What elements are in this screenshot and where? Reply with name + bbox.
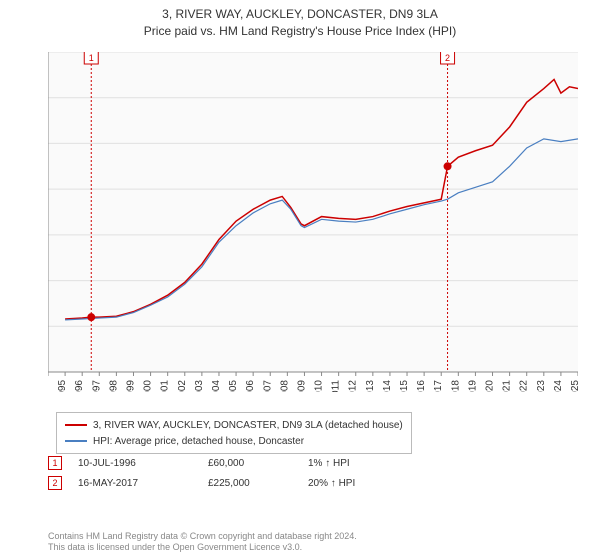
x-tick-label: 2002 xyxy=(177,380,188,392)
x-tick-label: 2012 xyxy=(348,380,359,392)
chart-area: £0£50K£100K£150K£200K£250K£300K£350K1994… xyxy=(48,52,578,372)
x-tick-label: 2015 xyxy=(399,380,410,392)
x-tick-label: 2025 xyxy=(570,380,578,392)
legend-label: HPI: Average price, detached house, Donc… xyxy=(93,436,304,447)
chart-svg: £0£50K£100K£150K£200K£250K£300K£350K1994… xyxy=(48,52,578,392)
x-tick-label: 2016 xyxy=(416,380,427,392)
x-tick-label: 2024 xyxy=(553,380,564,392)
x-tick-label: 1994 xyxy=(48,380,51,392)
legend-swatch xyxy=(65,424,87,426)
chart-titles: 3, RIVER WAY, AUCKLEY, DONCASTER, DN9 3L… xyxy=(0,0,600,40)
legend-swatch xyxy=(65,440,87,442)
x-tick-label: 2008 xyxy=(279,380,290,392)
x-tick-label: 2000 xyxy=(143,380,154,392)
event-row: 2 16-MAY-2017£225,00020% ↑ HPI xyxy=(48,476,408,496)
disclaimer-line2: This data is licensed under the Open Gov… xyxy=(48,542,357,554)
x-tick-label: 2018 xyxy=(450,380,461,392)
event-price: £225,000 xyxy=(208,478,308,489)
chart-container: { "title": { "line1": "3, RIVER WAY, AUC… xyxy=(0,0,600,560)
x-tick-label: 2017 xyxy=(433,380,444,392)
x-tick-label: 2010 xyxy=(314,380,325,392)
x-tick-label: 2009 xyxy=(296,380,307,392)
x-tick-label: 2014 xyxy=(382,380,393,392)
x-tick-label: 1997 xyxy=(91,380,102,392)
x-tick-label: 2001 xyxy=(160,380,171,392)
event-num-badge: 1 xyxy=(48,456,62,470)
event-pct: 1% ↑ HPI xyxy=(308,458,408,469)
x-tick-label: 2022 xyxy=(519,380,530,392)
x-tick-label: 2011 xyxy=(331,380,342,392)
event-dot xyxy=(87,313,95,321)
event-num-cell: 2 xyxy=(48,476,78,490)
x-tick-label: 2023 xyxy=(536,380,547,392)
event-price: £60,000 xyxy=(208,458,308,469)
legend: 3, RIVER WAY, AUCKLEY, DONCASTER, DN9 3L… xyxy=(56,412,412,454)
x-tick-label: 2019 xyxy=(467,380,478,392)
x-tick-label: 2013 xyxy=(365,380,376,392)
x-tick-label: 2004 xyxy=(211,380,222,392)
x-tick-label: 2005 xyxy=(228,380,239,392)
x-tick-label: 1998 xyxy=(108,380,119,392)
plot-background xyxy=(48,52,578,372)
legend-label: 3, RIVER WAY, AUCKLEY, DONCASTER, DN9 3L… xyxy=(93,420,403,431)
disclaimer-line1: Contains HM Land Registry data © Crown c… xyxy=(48,531,357,543)
title-address: 3, RIVER WAY, AUCKLEY, DONCASTER, DN9 3L… xyxy=(0,6,600,23)
event-row: 1 10-JUL-1996£60,0001% ↑ HPI xyxy=(48,456,408,476)
event-num-cell: 1 xyxy=(48,456,78,470)
x-tick-label: 1995 xyxy=(57,380,68,392)
x-tick-label: 2020 xyxy=(485,380,496,392)
event-dot xyxy=(444,162,452,170)
x-tick-label: 2007 xyxy=(262,380,273,392)
event-marker-number: 2 xyxy=(445,53,450,63)
x-tick-label: 1999 xyxy=(125,380,136,392)
disclaimer: Contains HM Land Registry data © Crown c… xyxy=(48,531,357,554)
x-tick-label: 2003 xyxy=(194,380,205,392)
title-subtitle: Price paid vs. HM Land Registry's House … xyxy=(0,23,600,40)
x-tick-label: 1996 xyxy=(74,380,85,392)
legend-item: 3, RIVER WAY, AUCKLEY, DONCASTER, DN9 3L… xyxy=(65,417,403,433)
event-marker-number: 1 xyxy=(89,53,94,63)
event-date: 16-MAY-2017 xyxy=(78,478,208,489)
events-table: 1 10-JUL-1996£60,0001% ↑ HPI 2 16-MAY-2017£… xyxy=(48,456,408,496)
x-tick-label: 2006 xyxy=(245,380,256,392)
event-date: 10-JUL-1996 xyxy=(78,458,208,469)
legend-item: HPI: Average price, detached house, Donc… xyxy=(65,433,403,449)
event-pct: 20% ↑ HPI xyxy=(308,478,408,489)
event-num-badge: 2 xyxy=(48,476,62,490)
x-tick-label: 2021 xyxy=(502,380,513,392)
